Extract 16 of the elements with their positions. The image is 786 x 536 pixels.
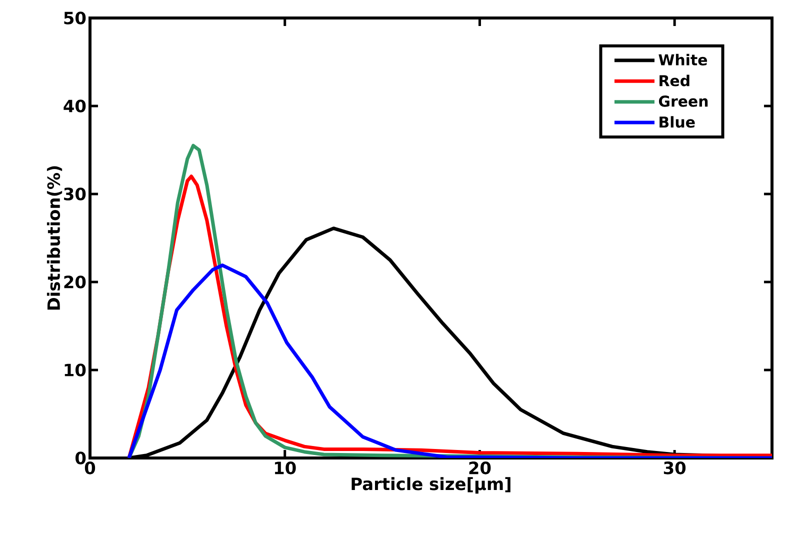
legend-label: Blue — [660, 116, 695, 128]
y-tick-label: 30 — [64, 188, 86, 200]
legend-label: Green — [658, 96, 708, 107]
x-tick-label: 0 — [84, 462, 96, 474]
legend-label: White — [658, 54, 708, 66]
y-tick-label: 50 — [64, 12, 86, 24]
y-axis-title: Distribution(%) — [46, 166, 62, 310]
x-tick-label: 10 — [274, 462, 296, 474]
x-tick-label: 30 — [664, 462, 686, 474]
legend-label: Red — [660, 74, 690, 86]
y-tick-label: 40 — [64, 100, 86, 112]
y-tick-label: 20 — [64, 276, 86, 288]
y-tick-label: 10 — [64, 364, 86, 376]
x-axis-title: Particle size[μm] — [352, 477, 510, 494]
y-tick-label: 0 — [76, 452, 86, 464]
x-tick-label: 20 — [469, 462, 491, 474]
